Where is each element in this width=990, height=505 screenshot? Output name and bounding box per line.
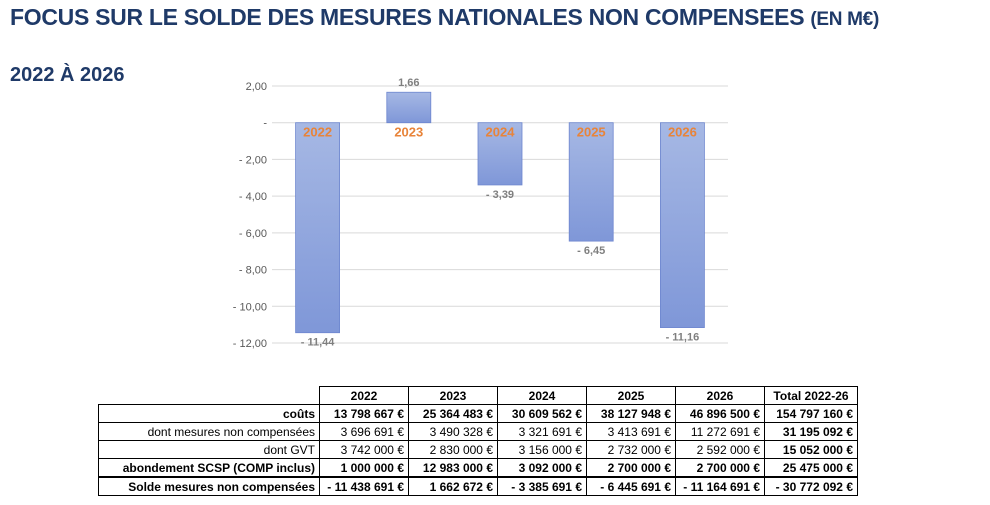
bar-2023 bbox=[386, 91, 432, 124]
total-cell: 31 195 092 € bbox=[764, 422, 858, 441]
category-label: 2022 bbox=[303, 125, 332, 140]
table-row: coûts 13 798 667 €25 364 483 €30 609 562 … bbox=[98, 404, 858, 423]
table-cell: 3 490 328 € bbox=[408, 422, 498, 441]
category-label: 2024 bbox=[486, 125, 516, 140]
table-row: Solde mesures non compensées - 11 438 691… bbox=[98, 476, 858, 496]
y-tick-label: - 8,00 bbox=[239, 265, 267, 277]
y-tick-label: - 2,00 bbox=[239, 154, 267, 166]
y-tick-label: - 6,00 bbox=[239, 228, 267, 240]
table-cell: 2 592 000 € bbox=[675, 440, 765, 459]
page-title: FOCUS SUR LE SOLDE DES MESURES NATIONALE… bbox=[10, 4, 970, 33]
total-cell: - 30 772 092 € bbox=[764, 476, 858, 496]
bar-2024 bbox=[477, 122, 523, 186]
col-header: 2025 bbox=[586, 386, 676, 405]
table-cell: 38 127 948 € bbox=[586, 404, 676, 423]
bar-2022 bbox=[295, 122, 341, 334]
table-cell: - 3 385 691 € bbox=[497, 476, 587, 496]
bar-2026 bbox=[660, 122, 705, 328]
value-label: - 11,44 bbox=[301, 337, 336, 349]
table-cell: 3 696 691 € bbox=[319, 422, 409, 441]
chart-gridlines bbox=[272, 85, 728, 344]
value-label: - 6,45 bbox=[577, 245, 605, 257]
table-cell: - 6 445 691 € bbox=[586, 476, 676, 496]
table-row: dont GVT 3 742 000 €2 830 000 €3 156 000 … bbox=[98, 440, 858, 459]
bar-2025 bbox=[568, 122, 614, 242]
bar-chart: 2,00 - - 2,00 - 4,00 - 6,00 - 8,00 - 10,00 - 12… bbox=[233, 77, 728, 350]
table-cell: 3 413 691 € bbox=[586, 422, 676, 441]
table-cell: 2 700 000 € bbox=[586, 458, 676, 478]
table-cell: - 11 164 691 € bbox=[675, 476, 765, 496]
total-cell: 15 052 000 € bbox=[764, 440, 858, 459]
y-tick-label: - bbox=[263, 118, 267, 130]
table-cell: 3 092 000 € bbox=[497, 458, 587, 478]
col-header-total: Total 2022-26 bbox=[764, 386, 858, 405]
table-cell: 46 896 500 € bbox=[675, 404, 765, 423]
table-cell: 3 156 000 € bbox=[497, 440, 587, 459]
table-cell: 11 272 691 € bbox=[675, 422, 765, 441]
table-row: abondement SCSP (COMP inclus) 1 000 000 €… bbox=[98, 458, 858, 478]
y-axis: 2,00 - - 2,00 - 4,00 - 6,00 - 8,00 - 10,00 - 12… bbox=[233, 81, 268, 350]
table-cell: 3 321 691 € bbox=[497, 422, 587, 441]
row-label: Solde mesures non compensées bbox=[98, 476, 320, 496]
y-tick-label: - 10,00 bbox=[233, 301, 267, 313]
category-label: 2023 bbox=[394, 125, 423, 140]
table-cell: 12 983 000 € bbox=[408, 458, 498, 478]
col-header: 2022 bbox=[319, 386, 409, 405]
col-header: 2024 bbox=[497, 386, 587, 405]
y-tick-label: 2,00 bbox=[246, 81, 267, 93]
row-label: coûts bbox=[98, 404, 320, 423]
page-title-text: FOCUS SUR LE SOLDE DES MESURES NATIONALE… bbox=[10, 4, 805, 30]
category-label: 2026 bbox=[668, 125, 697, 140]
table-cell: 2 732 000 € bbox=[586, 440, 676, 459]
table-body: coûts 13 798 667 €25 364 483 €30 609 562 … bbox=[98, 404, 858, 496]
row-label: dont GVT bbox=[98, 440, 320, 459]
table-cell: 3 742 000 € bbox=[319, 440, 409, 459]
value-label: - 11,16 bbox=[666, 332, 700, 344]
table-cell: 2 830 000 € bbox=[408, 440, 498, 459]
table-cell: 1 000 000 € bbox=[319, 458, 409, 478]
table-corner bbox=[98, 386, 320, 405]
table-cell: 13 798 667 € bbox=[319, 404, 409, 423]
table-header-row: 2022 2023 2024 2025 2026 Total 2022-26 bbox=[98, 386, 858, 405]
col-header: 2023 bbox=[408, 386, 498, 405]
total-cell: 25 475 000 € bbox=[764, 458, 858, 478]
data-table: 2022 2023 2024 2025 2026 Total 2022-26 c… bbox=[98, 386, 858, 496]
row-label: dont mesures non compensées bbox=[98, 422, 320, 441]
table-cell: 2 700 000 € bbox=[675, 458, 765, 478]
table-cell: 25 364 483 € bbox=[408, 404, 498, 423]
category-label: 2025 bbox=[577, 125, 606, 140]
table-cell: - 11 438 691 € bbox=[319, 476, 409, 496]
table-cell: 30 609 562 € bbox=[497, 404, 587, 423]
y-tick-label: - 4,00 bbox=[239, 191, 267, 203]
page-title-unit: (EN M€) bbox=[810, 9, 879, 30]
total-cell: 154 797 160 € bbox=[764, 404, 858, 423]
table-row: dont mesures non compensées 3 696 691 €3 … bbox=[98, 422, 858, 441]
value-label: - 3,39 bbox=[486, 189, 514, 201]
table-cell: 1 662 672 € bbox=[408, 476, 498, 496]
value-label: 1,66 bbox=[398, 77, 419, 89]
y-tick-label: - 12,00 bbox=[233, 338, 267, 350]
row-label: abondement SCSP (COMP inclus) bbox=[98, 458, 320, 478]
chart-bars: 2022 - 11,44 2023 1,66 2024 - 3,39 2025 - 6,45 2… bbox=[295, 77, 705, 349]
col-header: 2026 bbox=[675, 386, 765, 405]
page-subtitle: 2022 À 2026 bbox=[10, 64, 125, 86]
